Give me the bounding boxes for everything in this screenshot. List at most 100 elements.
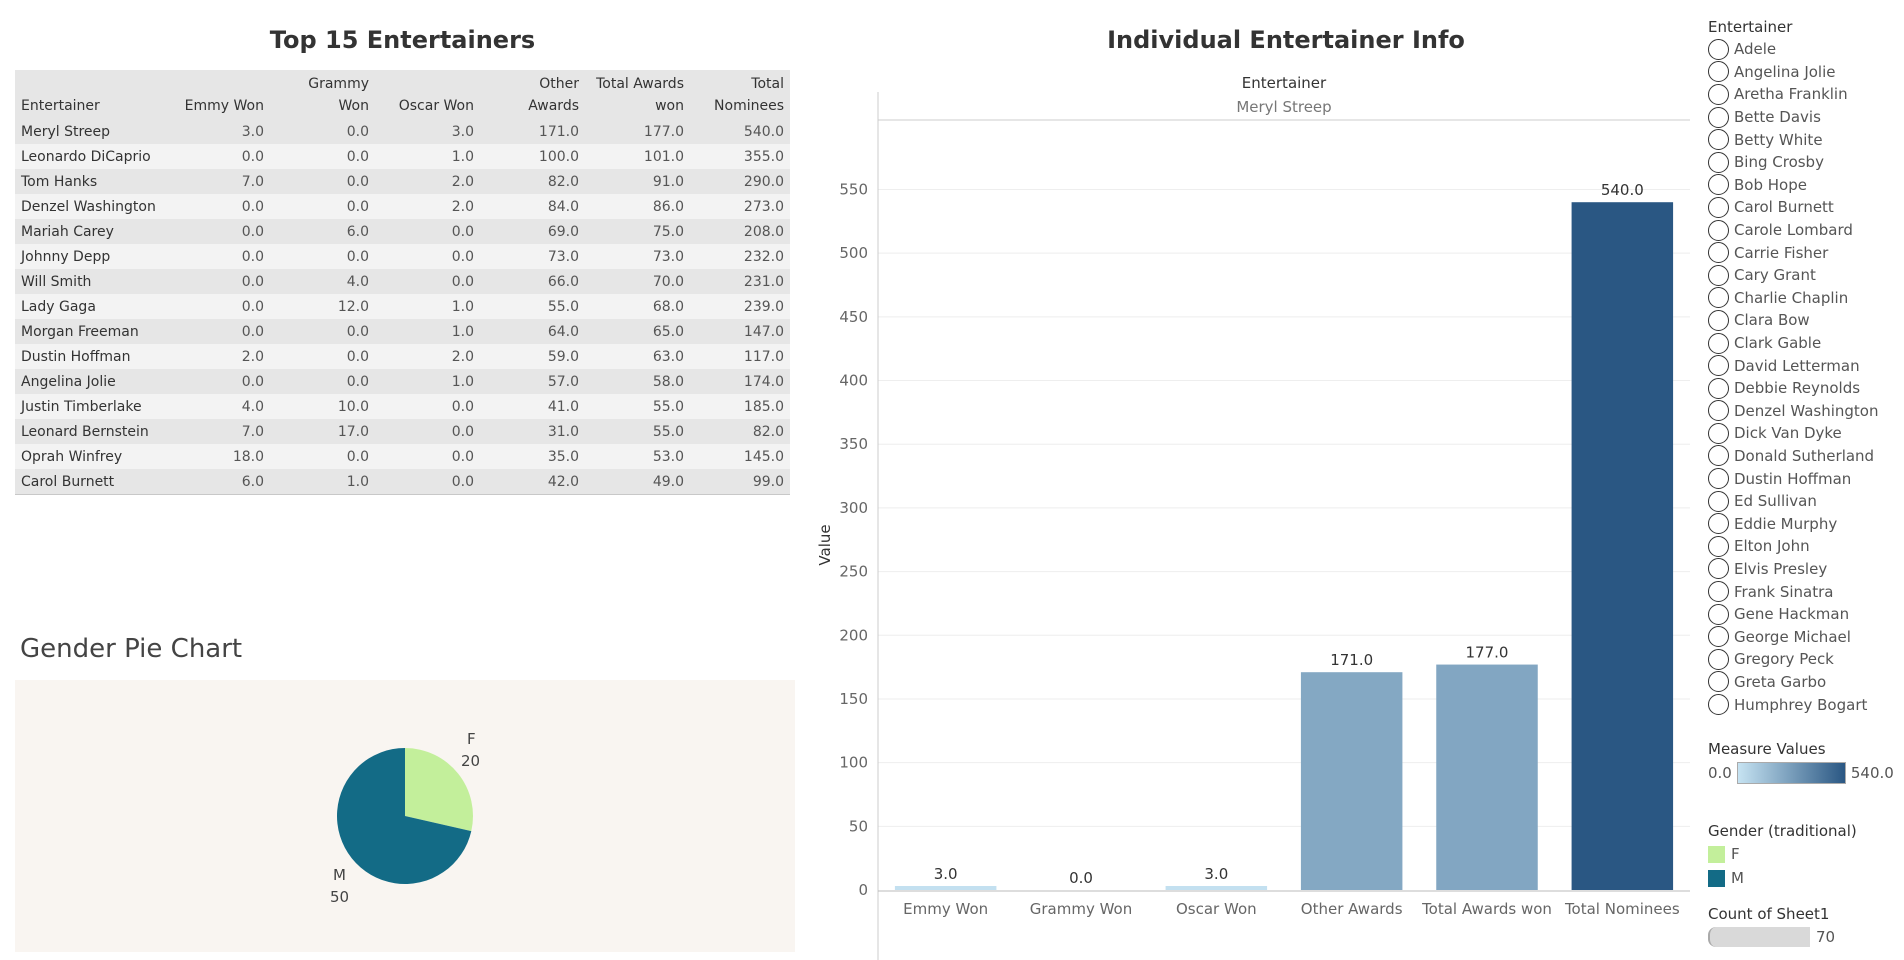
entertainer-option[interactable]: Denzel Washington [1708,400,1898,423]
table-row[interactable]: Justin Timberlake 4.0 10.0 0.0 41.0 55.0 185.0 [15,394,790,419]
bar-total-awards-won[interactable] [1436,664,1538,890]
table-row[interactable]: Leonardo DiCaprio 0.0 0.0 1.0 100.0 101.0 355.… [15,144,790,169]
entertainer-option[interactable]: Humphrey Bogart [1708,693,1898,716]
pie-slice-f[interactable] [405,748,473,832]
table-row[interactable]: Leonard Bernstein 7.0 17.0 0.0 31.0 55.0 82.0 [15,419,790,444]
entertainer-option[interactable]: Dick Van Dyke [1708,422,1898,445]
table-row[interactable]: Will Smith 0.0 4.0 0.0 66.0 70.0 231.0 [15,269,790,294]
entertainer-option[interactable]: Gene Hackman [1708,603,1898,626]
bar-total-nominees[interactable] [1571,202,1674,891]
radio-button-icon[interactable] [1708,355,1729,377]
table-row[interactable]: Johnny Depp 0.0 0.0 0.0 73.0 73.0 232.0 [15,244,790,269]
entertainer-option[interactable]: Bob Hope [1708,174,1898,197]
entertainer-option[interactable]: Betty White [1708,128,1898,151]
radio-button-icon[interactable] [1708,38,1729,60]
gender-legend-item[interactable]: M [1708,866,1898,890]
radio-button-icon[interactable] [1708,513,1729,535]
radio-button-icon[interactable] [1708,264,1729,286]
radio-button-icon[interactable] [1708,242,1729,264]
entertainer-option[interactable]: Carole Lombard [1708,219,1898,242]
radio-button-icon[interactable] [1708,287,1729,309]
table-row[interactable]: Morgan Freeman 0.0 0.0 1.0 64.0 65.0 147.0 [15,319,790,344]
radio-button-icon[interactable] [1708,535,1729,557]
entertainer-option[interactable]: David Letterman [1708,354,1898,377]
table-row[interactable]: Mariah Carey 0.0 6.0 0.0 69.0 75.0 208.0 [15,219,790,244]
entertainer-option[interactable]: Eddie Murphy [1708,512,1898,535]
column-header-label: Oscar Won [398,98,474,114]
entertainer-option[interactable]: Aretha Franklin [1708,83,1898,106]
column-header[interactable]: Oscar Won [375,70,480,119]
radio-button-icon[interactable] [1708,422,1729,444]
entertainer-option[interactable]: Clara Bow [1708,309,1898,332]
entertainer-option[interactable]: Clark Gable [1708,332,1898,355]
radio-button-icon[interactable] [1708,377,1729,399]
radio-button-icon[interactable] [1708,581,1729,603]
entertainer-option[interactable]: Frank Sinatra [1708,580,1898,603]
column-header[interactable]: Other Awards [480,70,585,119]
entertainer-option[interactable]: Elvis Presley [1708,558,1898,581]
column-header[interactable]: Entertainer [15,70,165,119]
entertainer-option[interactable]: Elton John [1708,535,1898,558]
entertainer-option[interactable]: Bette Davis [1708,106,1898,129]
value-cell: 0.0 [270,194,375,219]
entertainer-option[interactable]: Adele [1708,38,1898,61]
radio-button-icon[interactable] [1708,694,1729,716]
column-header[interactable]: Total Nominees [690,70,790,119]
entertainer-option[interactable]: Ed Sullivan [1708,490,1898,513]
entertainer-option[interactable]: Bing Crosby [1708,151,1898,174]
radio-button-icon[interactable] [1708,83,1729,105]
entertainer-option[interactable]: Greta Garbo [1708,671,1898,694]
bar-emmy-won[interactable] [894,886,997,890]
radio-button-icon[interactable] [1708,129,1729,151]
radio-button-icon[interactable] [1708,174,1729,196]
table-row[interactable]: Lady Gaga 0.0 12.0 1.0 55.0 68.0 239.0 [15,294,790,319]
gender-legend-item[interactable]: F [1708,842,1898,866]
entertainer-option[interactable]: Charlie Chaplin [1708,287,1898,310]
entertainer-option[interactable]: Dustin Hoffman [1708,467,1898,490]
radio-button-icon[interactable] [1708,648,1729,670]
table-row[interactable]: Oprah Winfrey 18.0 0.0 0.0 35.0 53.0 145.0 [15,444,790,469]
entertainer-name-cell: Leonard Bernstein [15,419,165,444]
column-header[interactable]: Emmy Won [165,70,270,119]
entertainer-option[interactable]: Carol Burnett [1708,196,1898,219]
value-cell: 3.0 [165,119,270,144]
radio-button-icon[interactable] [1708,468,1729,490]
count-legend-title: Count of Sheet1 [1708,905,1830,923]
table-row[interactable]: Dustin Hoffman 2.0 0.0 2.0 59.0 63.0 117.0 [15,344,790,369]
radio-button-icon[interactable] [1708,400,1729,422]
entertainer-option[interactable]: Debbie Reynolds [1708,377,1898,400]
radio-button-icon[interactable] [1708,445,1729,467]
entertainer-list-viewport[interactable]: Adele Angelina Jolie Aretha Franklin Bette … [1708,38,1898,741]
pie-slice-m[interactable] [337,748,472,884]
radio-button-icon[interactable] [1708,61,1729,83]
entertainer-option[interactable]: Donald Sutherland [1708,445,1898,468]
entertainer-option[interactable]: Cary Grant [1708,264,1898,287]
y-tick-label: 50 [849,817,868,835]
column-header[interactable]: Grammy Won [270,70,375,119]
entertainer-option[interactable]: Carrie Fisher [1708,241,1898,264]
bar-oscar-won[interactable] [1165,886,1268,890]
table-row[interactable]: Denzel Washington 0.0 0.0 2.0 84.0 86.0 273.0 [15,194,790,219]
entertainer-name-cell: Leonardo DiCaprio [15,144,165,169]
bar-other-awards[interactable] [1300,672,1403,890]
table-row[interactable]: Tom Hanks 7.0 0.0 2.0 82.0 91.0 290.0 [15,169,790,194]
entertainer-option[interactable]: Gregory Peck [1708,648,1898,671]
radio-button-icon[interactable] [1708,151,1729,173]
entertainer-option[interactable]: George Michael [1708,625,1898,648]
radio-button-icon[interactable] [1708,196,1729,218]
radio-button-icon[interactable] [1708,106,1729,128]
table-row[interactable]: Meryl Streep 3.0 0.0 3.0 171.0 177.0 540.0 [15,119,790,144]
table-row[interactable]: Angelina Jolie 0.0 0.0 1.0 57.0 58.0 174.0 [15,369,790,394]
column-header[interactable]: Total Awards won [585,70,690,119]
radio-button-icon[interactable] [1708,219,1729,241]
table-row[interactable]: Carol Burnett 6.0 1.0 0.0 42.0 49.0 99.0 [15,469,790,495]
radio-button-icon[interactable] [1708,626,1729,648]
radio-button-icon[interactable] [1708,490,1729,512]
radio-button-icon[interactable] [1708,558,1729,580]
entertainer-option[interactable]: Angelina Jolie [1708,61,1898,84]
radio-button-icon[interactable] [1708,603,1729,625]
radio-button-icon[interactable] [1708,309,1729,331]
radio-button-icon[interactable] [1708,332,1729,354]
radio-button-icon[interactable] [1708,671,1729,693]
value-cell: 0.0 [165,294,270,319]
